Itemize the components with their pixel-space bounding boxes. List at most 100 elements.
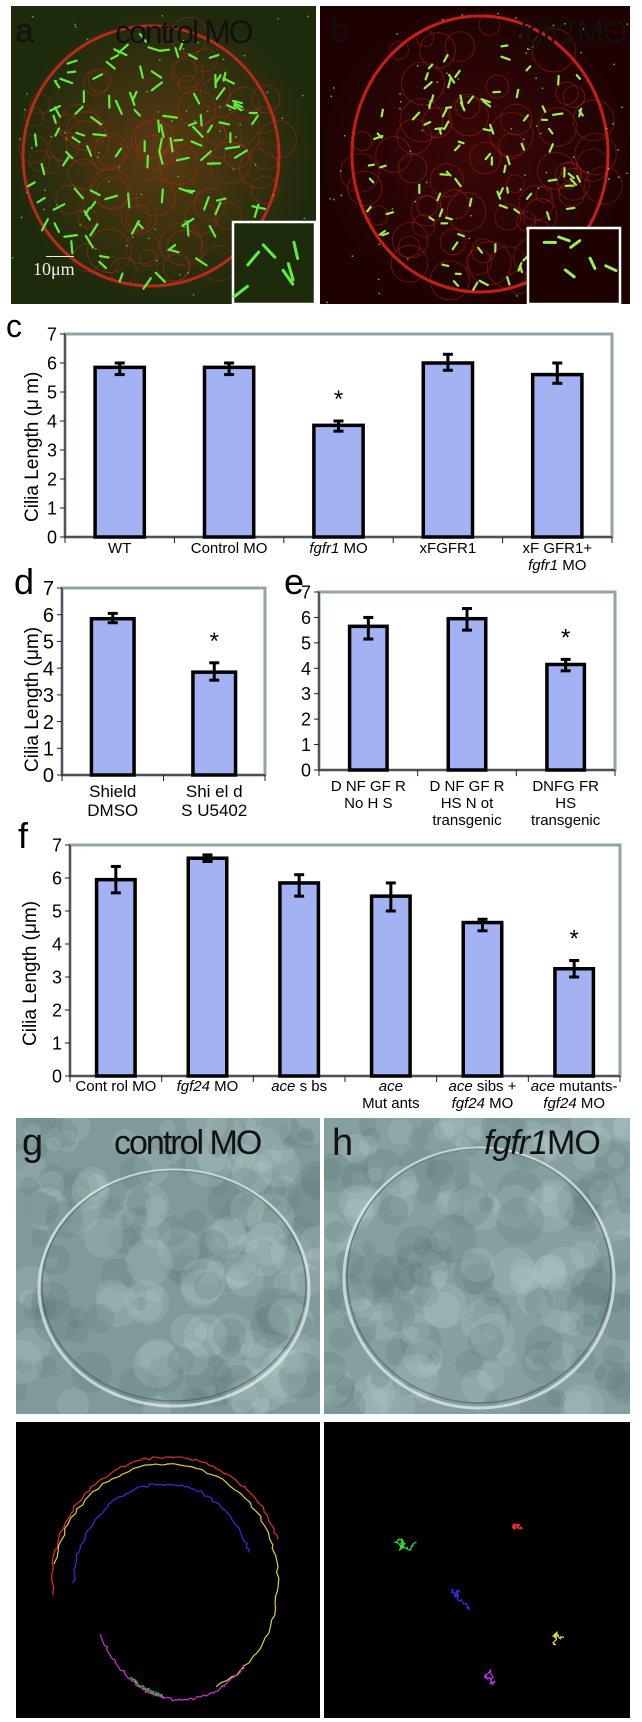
significance-marker: * — [569, 926, 578, 953]
texture-blob — [212, 1318, 247, 1352]
y-tick-label: 6 — [52, 868, 62, 888]
texture-blob — [35, 1355, 58, 1378]
cilium — [162, 114, 178, 119]
y-tick-label: 1 — [43, 738, 54, 760]
cilium — [133, 108, 141, 117]
texture-blob — [289, 1263, 320, 1297]
vesicle-boundary — [37, 1168, 311, 1408]
y-tick-label: 6 — [301, 608, 311, 628]
inset-cilium — [563, 268, 576, 279]
cilium — [206, 124, 214, 134]
cilium — [520, 142, 526, 151]
y-tick-label: 7 — [47, 324, 57, 344]
cell-membrane — [55, 185, 85, 215]
inset-cilium — [246, 250, 261, 267]
texture-blob — [238, 1231, 259, 1253]
cilium — [147, 46, 162, 53]
texture-blob — [523, 1196, 540, 1213]
texture-blob — [597, 1293, 630, 1341]
texture-blob — [368, 1310, 399, 1341]
cell-membrane — [531, 28, 576, 73]
texture-blob — [481, 1118, 525, 1148]
x-category-label-segment: fgfr1 — [528, 557, 559, 574]
cilium — [169, 249, 180, 254]
control-mo-track-plot — [51, 1456, 280, 1702]
texture-blob — [345, 1282, 374, 1311]
fluorescent-speck — [427, 104, 430, 107]
bar — [545, 662, 587, 772]
texture-blob — [526, 1120, 542, 1137]
cilium — [83, 210, 91, 221]
x-category-label-line: xF GFR1+ — [503, 540, 612, 557]
panel-g-bead-tracks — [16, 1422, 320, 1718]
cilium — [498, 204, 508, 209]
texture-blob — [329, 1327, 353, 1352]
texture-blob — [205, 1218, 247, 1259]
texture-blob — [350, 1252, 397, 1300]
cell-membrane — [24, 107, 44, 127]
texture-blob — [408, 1127, 429, 1148]
x-category-label-line: HS N ot — [418, 795, 517, 812]
cilium — [26, 181, 36, 188]
texture-blob — [453, 1253, 495, 1295]
bead-track — [72, 1483, 250, 1584]
cilium — [525, 65, 532, 72]
cilium — [90, 115, 103, 126]
cilium — [576, 174, 582, 183]
texture-blob — [126, 1189, 152, 1215]
cilium — [500, 44, 509, 48]
cilium — [92, 133, 107, 137]
fluorescent-speck — [537, 187, 540, 190]
texture-blob — [32, 1142, 48, 1158]
texture-blob — [590, 1173, 610, 1193]
cell-membrane — [478, 13, 501, 36]
cilium — [127, 192, 131, 209]
cell-membrane — [535, 185, 553, 203]
texture-blob — [373, 1301, 394, 1323]
cilium — [373, 134, 384, 141]
texture-blob — [185, 1353, 231, 1399]
texture-blob — [567, 1319, 581, 1332]
cell-membrane — [159, 222, 203, 266]
texture-blob — [509, 1258, 539, 1288]
y-tick-label: 0 — [47, 527, 57, 547]
panel-g-title: control MO — [114, 1124, 262, 1162]
cilium — [53, 106, 62, 118]
cell-membrane — [130, 121, 170, 161]
cilium — [452, 280, 460, 287]
cilium — [480, 98, 491, 104]
fluorescent-speck — [425, 181, 428, 184]
y-axis-label: Cilia Length (μm) — [20, 900, 41, 1046]
cilium — [447, 77, 452, 89]
cilium — [231, 99, 244, 105]
texture-blob — [509, 1265, 540, 1295]
texture-blob — [170, 1313, 207, 1350]
fluorescent-speck — [436, 81, 439, 83]
texture-blob — [419, 1352, 434, 1366]
y-tick-label: 4 — [47, 411, 57, 431]
x-category-label-segment: ace — [448, 1078, 473, 1095]
x-category-label-segment: MO — [558, 557, 587, 574]
cilium — [70, 240, 74, 255]
y-tick-label: 1 — [47, 498, 57, 518]
texture-blob — [71, 1171, 110, 1210]
cilium — [190, 140, 203, 147]
texture-blob — [462, 1262, 496, 1296]
cilium — [40, 218, 49, 232]
texture-blob — [400, 1176, 420, 1197]
fluorescent-speck — [30, 147, 33, 149]
texture-blob — [378, 1195, 409, 1226]
cilium — [167, 243, 177, 252]
panel-b-title-suffix: MO — [577, 14, 628, 50]
fluorescent-speck — [281, 117, 284, 120]
cell-membrane — [560, 161, 581, 182]
x-category-label-segment: ace — [530, 1078, 555, 1095]
texture-blob — [429, 1230, 451, 1252]
y-tick-label: 2 — [47, 469, 57, 489]
texture-blob — [397, 1244, 425, 1272]
y-tick-label: 7 — [43, 578, 54, 600]
cell-membrane — [421, 107, 453, 138]
fluorescent-speck — [44, 189, 46, 192]
bead-track — [482, 1667, 496, 1687]
